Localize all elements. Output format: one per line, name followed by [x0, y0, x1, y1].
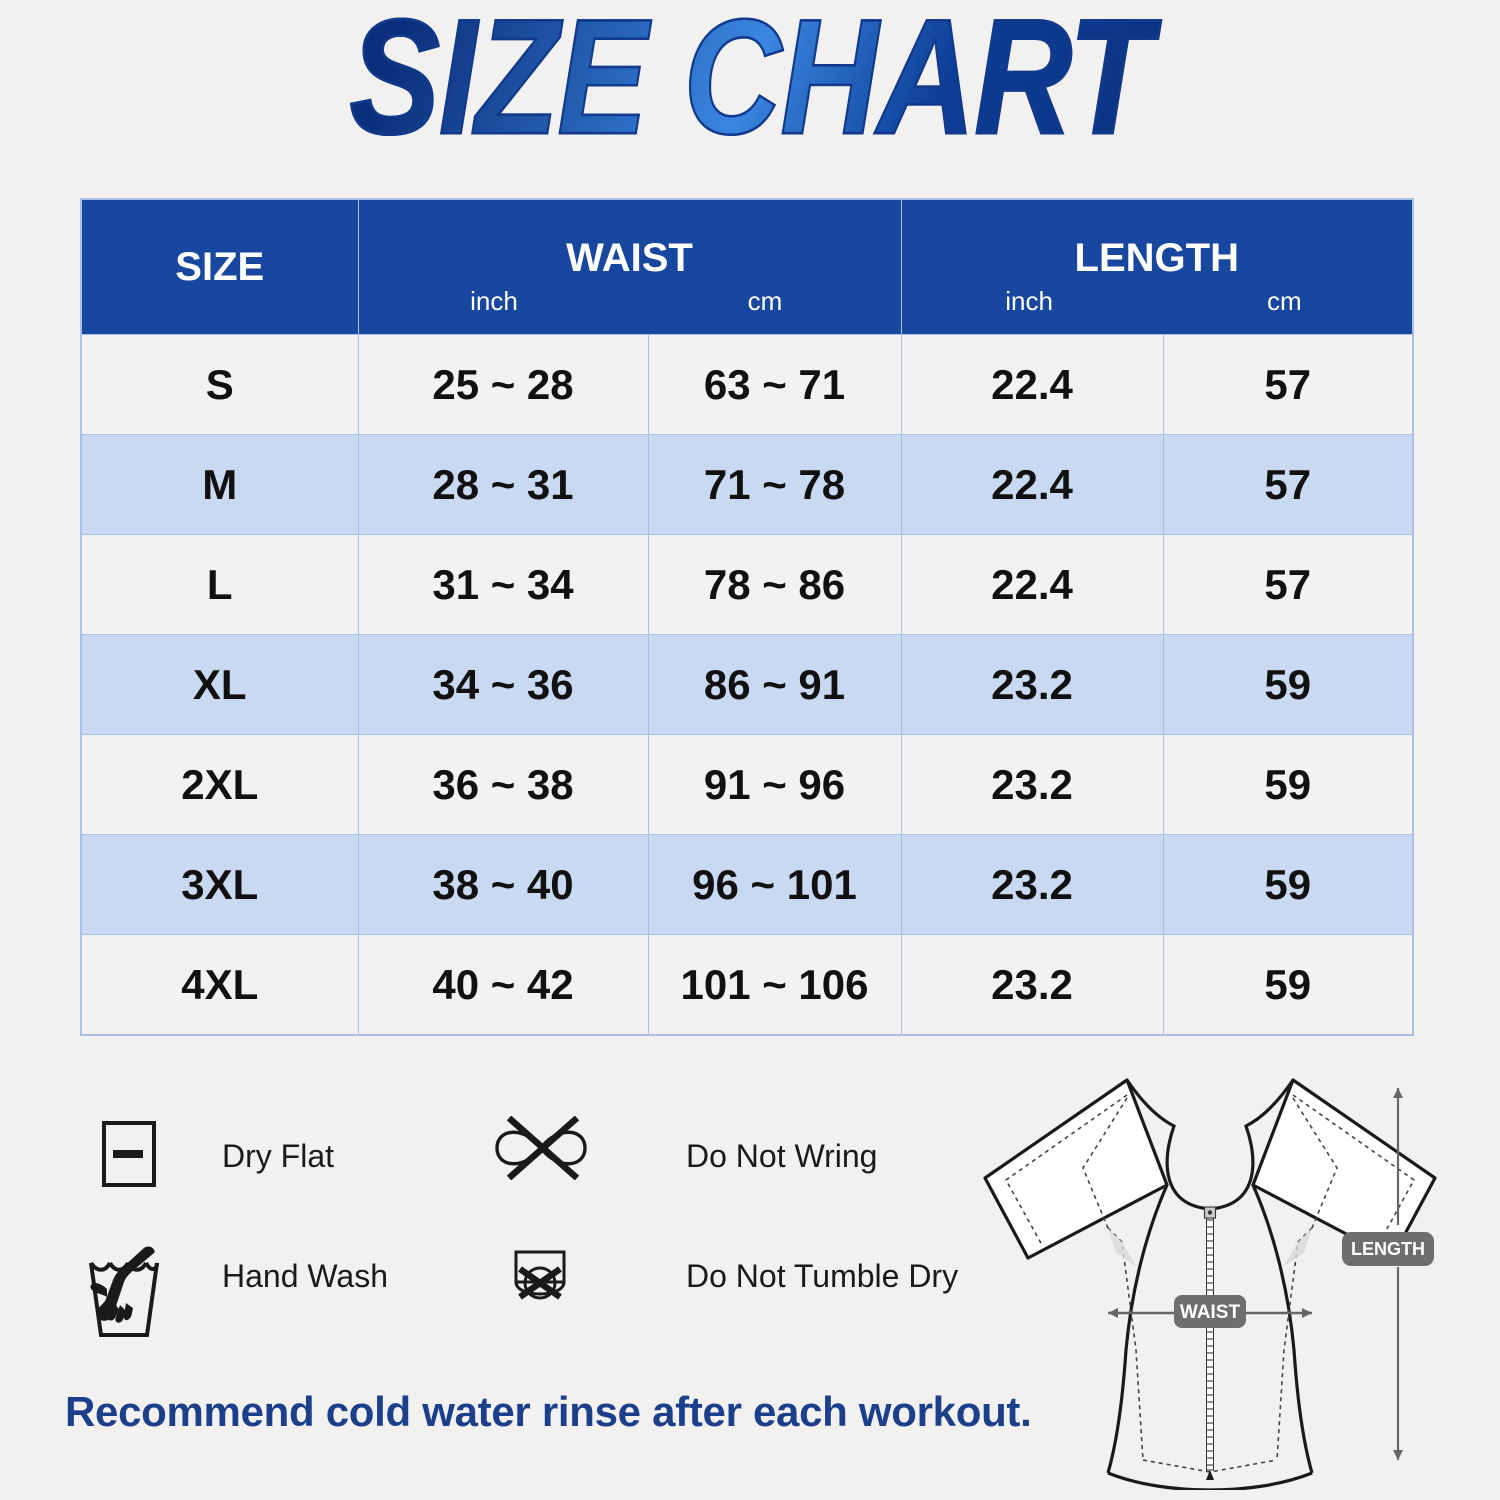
svg-text:WAIST: WAIST	[1180, 1302, 1241, 1323]
svg-text:LENGTH: LENGTH	[1351, 1239, 1425, 1259]
